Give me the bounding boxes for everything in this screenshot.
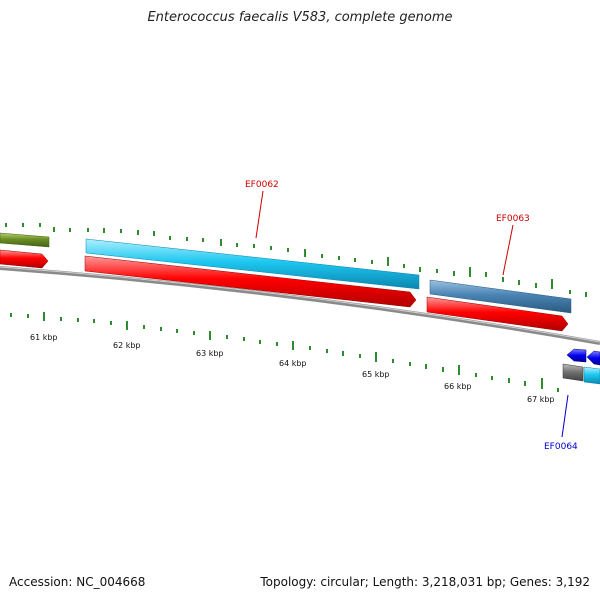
leader-ef0062 [255,190,264,239]
scale-label-62kbp: 62 kbp [113,341,141,350]
genome-stats-text: Topology: circular; Length: 3,218,031 bp… [260,575,590,589]
cds-arrow-left[interactable] [0,249,49,269]
map-title: Enterococcus faecalis V583, complete gen… [147,10,453,25]
forward-strand-genes [0,232,572,314]
reverse-strand-genes [562,348,600,385]
gene-ef0062[interactable] [85,238,420,290]
cds-arrow-ef0062[interactable] [84,255,417,308]
accession-text: Accession: NC_004668 [9,575,146,589]
gene-blue-arrow-1[interactable] [566,348,587,363]
gene-gray[interactable] [562,363,584,382]
cds-features [0,249,569,332]
cds-arrow-ef0063[interactable] [426,296,569,332]
gene-label-ef0062: EF0062 [245,180,279,190]
gene-label-ef0064: EF0064 [544,442,578,452]
gene-ef0064[interactable] [583,366,600,385]
lower-tick-marks [10,312,559,392]
gene-olive-partial[interactable] [0,232,50,248]
scale-label-65kbp: 65 kbp [362,370,390,379]
genome-backbone-highlight [0,266,600,343]
leader-ef0063 [502,224,514,276]
upper-tick-marks [5,223,587,297]
scale-label-64kbp: 64 kbp [279,359,307,368]
gene-label-ef0063: EF0063 [496,214,530,224]
gene-ef0063[interactable] [429,279,572,314]
scale-label-67kbp: 67 kbp [527,395,555,404]
gene-blue-arrow-2[interactable] [586,350,600,366]
scale-label-66kbp: 66 kbp [444,382,472,391]
scale-label-61kbp: 61 kbp [30,333,58,342]
leader-ef0064 [561,394,569,438]
genome-backbone [0,266,600,345]
scale-label-63kbp: 63 kbp [196,349,224,358]
label-leaders [255,190,569,438]
